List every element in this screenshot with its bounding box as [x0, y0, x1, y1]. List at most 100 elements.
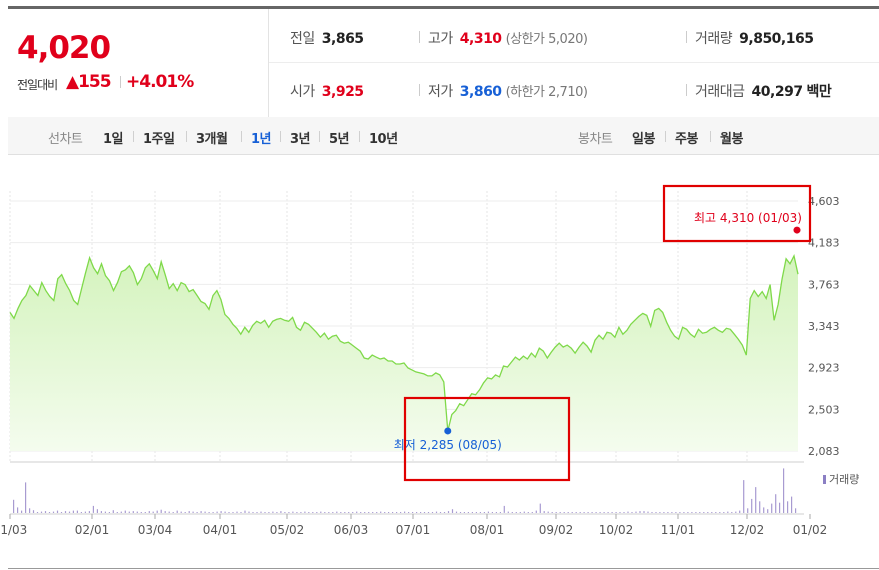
turnover-unit: 백만 [806, 84, 832, 100]
change-percent: +4.01% [126, 72, 194, 92]
volume-bar [667, 512, 669, 513]
volume-bar [711, 512, 713, 513]
volume-bar [719, 512, 721, 513]
y-tick-label: 2,503 [808, 403, 840, 416]
volume-bar [547, 511, 549, 513]
volume-label: 거래량 [695, 31, 733, 47]
volume-bar [236, 511, 238, 513]
volume-bar [679, 512, 681, 513]
volume-bar [244, 510, 246, 513]
volume-bar [112, 510, 114, 513]
volume-bar [340, 512, 342, 513]
volume-bar [276, 512, 278, 513]
price-line [9, 253, 799, 432]
volume-bar [599, 512, 601, 513]
volume-bar [623, 512, 625, 513]
volume-bar [475, 512, 477, 513]
candle-chart-label: 봉차트 [578, 132, 613, 147]
tab-1w[interactable]: 1주일 [143, 132, 175, 147]
tab-weekly[interactable]: 주봉 [675, 132, 698, 147]
tab-1y[interactable]: 1년 [251, 132, 272, 147]
volume-bar [408, 512, 410, 513]
volume-bar [619, 512, 621, 513]
low-annotation: 최저 2,285 (08/05) [394, 438, 502, 452]
tab-1d[interactable]: 1일 [103, 132, 124, 147]
volume-bar [451, 509, 454, 513]
tab-10y[interactable]: 10년 [369, 132, 398, 147]
volume-bar [579, 512, 581, 513]
volume-bar [495, 512, 497, 513]
volume-bar [56, 510, 59, 513]
y-tick-label: 2,083 [808, 445, 840, 458]
volume-bar [715, 512, 717, 513]
volume-bar [21, 510, 23, 513]
x-tick-label: 01/02 [793, 523, 828, 537]
volume-bar [356, 511, 358, 513]
high-highlight-box [662, 184, 812, 243]
volume-bar [583, 512, 585, 513]
volume-bar [176, 510, 178, 513]
volume-bar [152, 511, 154, 513]
quote-divider [268, 9, 269, 117]
volume-bar [296, 512, 298, 513]
volume-bar [364, 512, 366, 513]
volume-bar [13, 499, 15, 513]
volume-bar [487, 511, 489, 513]
volume-bar [324, 512, 326, 513]
volume-bar [140, 512, 142, 513]
volume-bar [631, 512, 633, 513]
volume-bar [523, 511, 525, 513]
volume-bar [791, 496, 793, 513]
volume-bar [511, 512, 513, 513]
volume-bar [439, 512, 442, 513]
low-marker [444, 427, 452, 435]
x-axis-ticks: 01/03 02/01 03/04 04/01 05/02 06/03 07/01 08/01… [0, 514, 827, 537]
turnover-label: 거래대금 [695, 84, 745, 100]
volume-bar [396, 512, 398, 513]
high-label: 고가 [428, 31, 453, 47]
volume-bar [727, 511, 729, 513]
volume-bar [360, 512, 362, 513]
change-value: 155 [78, 72, 111, 92]
volume-bar [300, 512, 302, 513]
volume-bar [192, 511, 194, 513]
volume-bar [751, 498, 753, 513]
volume-bar [427, 512, 430, 513]
volume-bar [731, 512, 733, 513]
volume-bar [284, 512, 286, 513]
tab-3y[interactable]: 3년 [290, 132, 311, 147]
line-chart-label: 선차트 [48, 132, 83, 147]
tab-5y[interactable]: 5년 [329, 132, 350, 147]
volume-legend: 거래량 [829, 473, 859, 486]
volume-bar [336, 511, 338, 513]
volume-bar [344, 512, 346, 513]
volume-bar [148, 511, 150, 513]
tab-monthly[interactable]: 월봉 [720, 132, 743, 147]
volume-bar [655, 512, 657, 513]
volume-bar [635, 511, 637, 513]
tab-divider [241, 131, 242, 142]
volume-bar [587, 512, 589, 513]
volume-bar [695, 512, 697, 513]
low-value: 3,860 [459, 84, 502, 100]
volume-bar [491, 512, 493, 513]
change-divider [120, 76, 121, 88]
volume-bar [519, 512, 521, 513]
x-tick-label: 07/01 [396, 523, 431, 537]
volume-bar [128, 511, 130, 513]
open-label: 시가 [290, 84, 315, 100]
tab-daily[interactable]: 일봉 [632, 132, 655, 147]
volume-bar [471, 512, 473, 513]
volume-bar [775, 494, 777, 513]
volume-bar [200, 511, 202, 513]
volume-bar [180, 511, 182, 513]
tab-3m[interactable]: 3개월 [196, 132, 228, 147]
change-label: 전일대비 [17, 78, 58, 92]
volume-bar [783, 468, 785, 513]
volume-bar [627, 511, 629, 513]
volume-bar [228, 512, 230, 513]
volume-bar [412, 512, 414, 513]
cell-divider [419, 84, 420, 96]
volume-bar [699, 512, 701, 513]
